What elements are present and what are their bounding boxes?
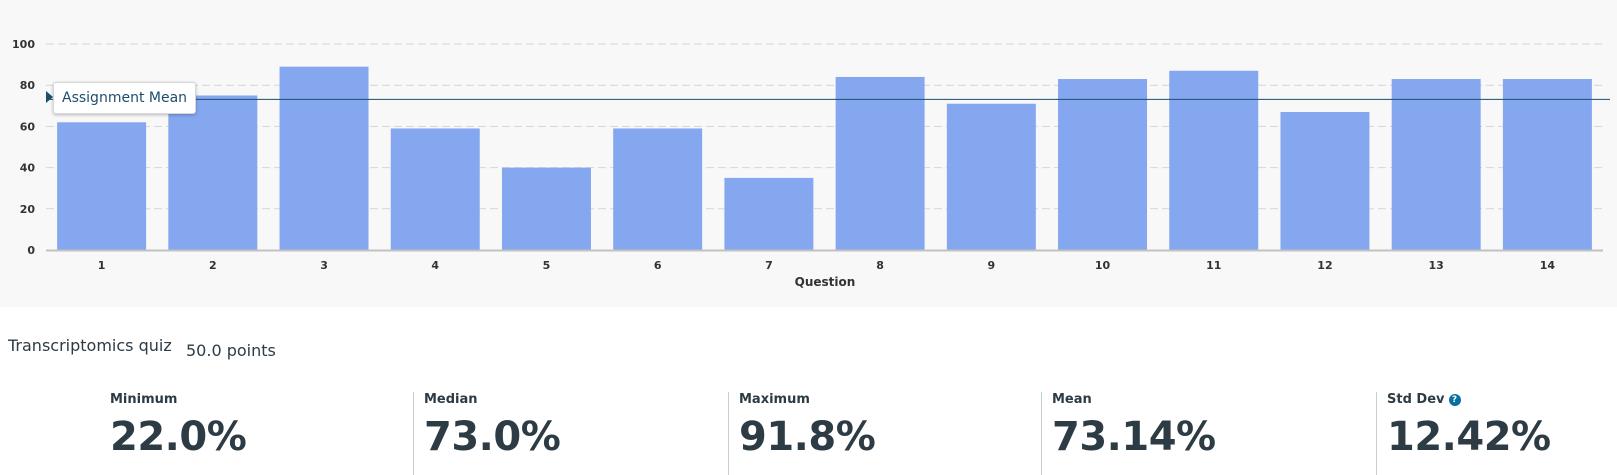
bar-question-3 bbox=[279, 66, 369, 250]
stat-std-dev: Std Dev? 12.42% bbox=[1376, 392, 1617, 475]
stat-median-value: 73.0% bbox=[424, 414, 561, 460]
stat-maximum-value: 91.8% bbox=[739, 414, 876, 460]
stat-minimum-value: 22.0% bbox=[110, 414, 247, 460]
x-tick-label: 4 bbox=[431, 259, 439, 272]
stat-minimum-label: Minimum bbox=[110, 392, 178, 407]
stat-median: Median 73.0% bbox=[413, 392, 727, 475]
x-tick-label: 6 bbox=[654, 259, 662, 272]
stat-mean-label: Mean bbox=[1052, 392, 1092, 407]
x-tick-label: 10 bbox=[1095, 259, 1111, 272]
x-tick-label: 9 bbox=[987, 259, 995, 272]
stat-std-dev-label-row: Std Dev? bbox=[1387, 392, 1461, 407]
bar-question-2 bbox=[168, 95, 258, 250]
chart-panel: 0 20 40 60 80 100 1 2 3 4 5 6 7 8 9 10 11 12 13 14 Question … bbox=[12, 38, 1610, 289]
x-tick-label: 2 bbox=[209, 259, 217, 272]
stat-mean: Mean 73.14% bbox=[1041, 392, 1376, 475]
x-tick-label: 11 bbox=[1206, 259, 1221, 272]
bar-question-7 bbox=[724, 177, 814, 250]
stat-maximum: Maximum 91.8% bbox=[728, 392, 1041, 475]
x-tick-label: 8 bbox=[876, 259, 884, 272]
stat-std-dev-value: 12.42% bbox=[1387, 414, 1551, 460]
bar-question-12 bbox=[1280, 111, 1370, 250]
help-icon[interactable]: ? bbox=[1448, 394, 1461, 406]
bar-question-6 bbox=[613, 128, 703, 250]
y-tick-label: 60 bbox=[20, 120, 36, 133]
y-tick-label: 80 bbox=[20, 79, 36, 92]
stat-mean-value: 73.14% bbox=[1052, 414, 1216, 460]
bar-question-14 bbox=[1502, 79, 1592, 251]
x-tick-label: 3 bbox=[320, 259, 328, 272]
bar-question-8 bbox=[835, 76, 925, 251]
bar-question-1 bbox=[57, 122, 147, 250]
x-tick-label: 1 bbox=[98, 259, 106, 272]
y-tick-label: 20 bbox=[20, 203, 36, 216]
x-axis-title: Question bbox=[795, 275, 856, 289]
quiz-title: Transcriptomics quiz bbox=[8, 336, 172, 355]
x-tick-label: 13 bbox=[1429, 259, 1444, 272]
mean-marker-icon bbox=[46, 91, 53, 103]
bar-question-10 bbox=[1058, 79, 1148, 251]
y-tick-label: 100 bbox=[12, 38, 35, 51]
y-tick-label: 40 bbox=[20, 162, 36, 175]
bar-question-11 bbox=[1169, 70, 1259, 250]
stat-maximum-label: Maximum bbox=[739, 392, 810, 407]
bar-question-13 bbox=[1391, 79, 1481, 251]
x-tick-label: 14 bbox=[1540, 259, 1556, 272]
x-tick-label: 12 bbox=[1317, 259, 1332, 272]
stat-median-label: Median bbox=[424, 392, 478, 407]
y-tick-label: 0 bbox=[27, 244, 35, 257]
quiz-points: 50.0 points bbox=[186, 341, 276, 360]
stat-std-dev-label: Std Dev bbox=[1387, 392, 1445, 407]
x-tick-label: 5 bbox=[543, 259, 551, 272]
bar-question-5 bbox=[501, 167, 591, 250]
stat-minimum: Minimum 22.0% bbox=[100, 392, 412, 475]
x-tick-label: 7 bbox=[765, 259, 773, 272]
assignment-mean-tooltip: Assignment Mean bbox=[53, 82, 197, 114]
bar-question-4 bbox=[390, 128, 480, 250]
bar-question-9 bbox=[946, 103, 1036, 251]
